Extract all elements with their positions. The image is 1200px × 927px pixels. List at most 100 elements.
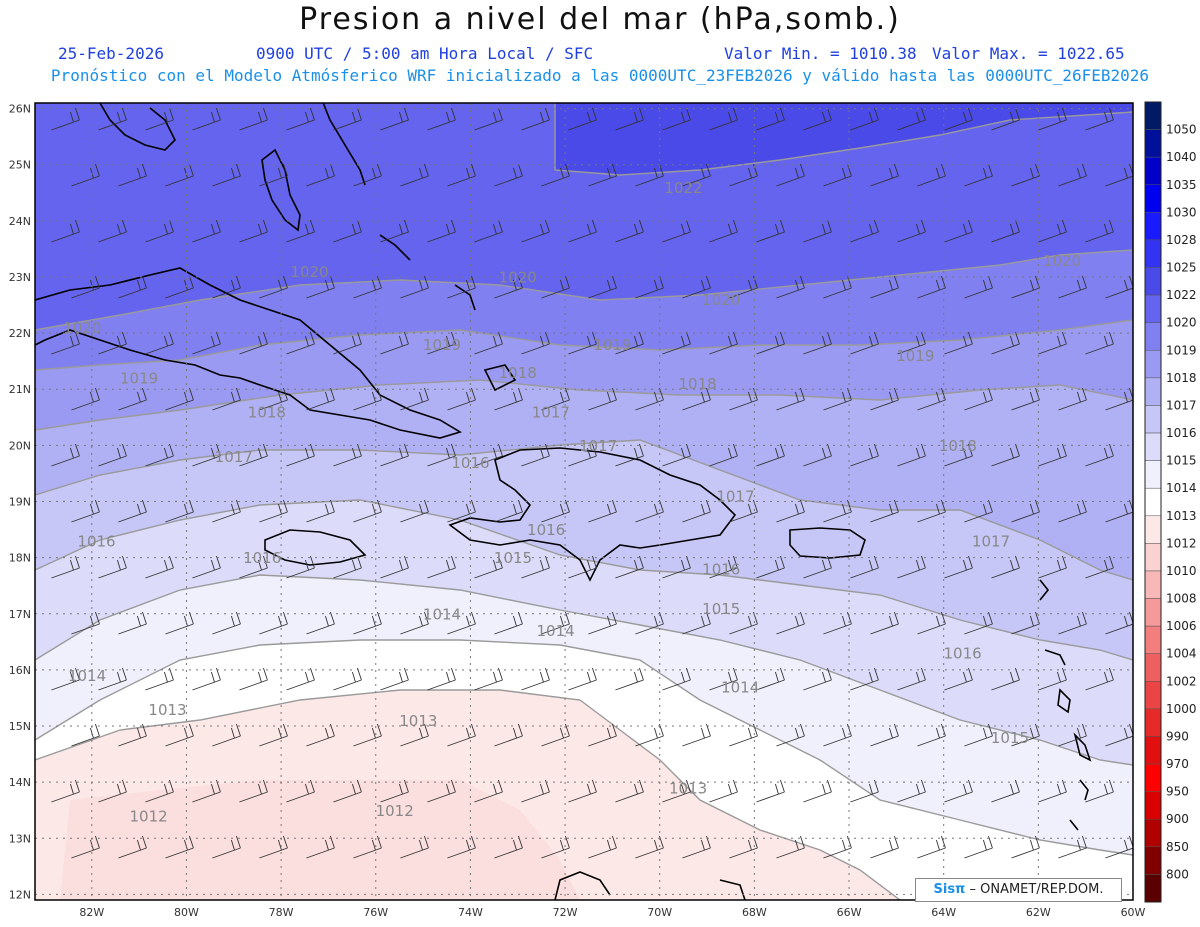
wind-barb — [776, 499, 805, 523]
wind-barb — [118, 275, 147, 299]
wind-barb — [568, 219, 597, 243]
wind-barb — [756, 667, 785, 691]
colorbar-label: 1025 — [1166, 261, 1197, 275]
isobar-label: 1018 — [939, 437, 977, 455]
wind-barb — [400, 163, 429, 187]
wind-barb — [400, 723, 429, 747]
isobar-label: 1022 — [664, 179, 702, 197]
lat-label: 26N — [9, 103, 31, 116]
wind-barb — [259, 835, 288, 859]
wind-barb — [964, 275, 993, 299]
wind-barb — [964, 611, 993, 635]
colorbar-swatch — [1144, 156, 1162, 186]
wind-barb — [541, 611, 570, 635]
wind-barb — [333, 443, 362, 467]
wind-barb — [212, 163, 241, 187]
wind-barb — [917, 499, 946, 523]
wind-barb — [776, 387, 805, 411]
wind-barb — [1038, 667, 1067, 691]
wind-barb — [145, 331, 174, 355]
isobar-label: 1013 — [399, 712, 437, 730]
wind-barb — [917, 163, 946, 187]
wind-barb — [239, 779, 268, 803]
wind-barb — [118, 163, 147, 187]
wind-barb — [259, 387, 288, 411]
wind-barb — [568, 107, 597, 131]
colorbar-swatch — [1144, 487, 1162, 517]
wind-barb — [870, 163, 899, 187]
wind-barb — [145, 107, 174, 131]
wind-barb — [870, 499, 899, 523]
wind-barb — [944, 219, 973, 243]
wind-barb — [944, 331, 973, 355]
colorbar-swatch — [1144, 515, 1162, 544]
isobar-label: 1017 — [215, 448, 253, 466]
wind-barb — [1085, 331, 1114, 355]
colorbar-label: 850 — [1166, 840, 1189, 854]
wind-barb — [51, 667, 80, 691]
wind-barb — [991, 107, 1020, 131]
wind-barb — [51, 107, 80, 131]
wind-barb — [682, 275, 711, 299]
wind-barb — [427, 779, 456, 803]
wind-barb — [51, 555, 80, 579]
cuba-coast — [35, 267, 462, 439]
colorbar-swatch — [1144, 129, 1162, 158]
wind-barb — [662, 107, 691, 131]
colorbar-swatch — [1144, 184, 1162, 213]
wind-barb — [118, 387, 147, 411]
wind-barb — [615, 219, 644, 243]
wind-barb — [306, 387, 335, 411]
wind-barb — [145, 555, 174, 579]
wind-barb — [917, 275, 946, 299]
wind-barb — [447, 275, 476, 299]
wind-barb — [306, 275, 335, 299]
wind-barb — [400, 835, 429, 859]
hispaniola-coast — [448, 447, 737, 582]
wind-barb — [588, 835, 617, 859]
wind-barb — [1038, 443, 1067, 467]
isobar-lines — [35, 103, 1133, 900]
wind-barb — [709, 219, 738, 243]
isobar-label: 1012 — [376, 802, 414, 820]
lat-label: 25N — [9, 159, 31, 172]
wind-barb — [897, 443, 926, 467]
wind-barb — [1085, 667, 1114, 691]
isobar-label: 1019 — [593, 336, 631, 354]
wind-barb — [588, 387, 617, 411]
colorbar-swatch — [1144, 212, 1162, 241]
isobar-label: 1020 — [499, 269, 537, 287]
wind-barb — [776, 611, 805, 635]
wind-barb — [615, 779, 644, 803]
isobar-labels: 1022 1020 1020 1020 1020 1020 1019 1019 1019 1019… — [63, 179, 1081, 826]
wind-barb — [756, 107, 785, 131]
colorbar-label: 1028 — [1166, 233, 1197, 247]
wind-barb — [850, 107, 879, 131]
south-america-coast — [554, 871, 746, 900]
wind-barb — [709, 555, 738, 579]
colorbar-swatch — [1144, 294, 1162, 323]
colorbar-label: 900 — [1166, 812, 1189, 826]
wind-barb — [380, 107, 409, 131]
isobar-label: 1016 — [944, 645, 982, 663]
wind-barb — [380, 219, 409, 243]
colorbar-frame — [1144, 101, 1162, 903]
wind-barb — [51, 443, 80, 467]
colorbar-label: 1040 — [1166, 150, 1197, 164]
wind-barb — [897, 779, 926, 803]
wind-barb — [212, 275, 241, 299]
wind-barb — [823, 275, 852, 299]
wind-barb — [1038, 107, 1067, 131]
isobar-label: 1015 — [702, 600, 740, 618]
wind-barb — [588, 163, 617, 187]
wind-barb — [380, 667, 409, 691]
wind-barb — [870, 275, 899, 299]
isobar-label: 1015 — [494, 549, 532, 567]
colorbar-label: 1008 — [1166, 592, 1197, 606]
wind-barb — [306, 611, 335, 635]
wind-barb — [823, 163, 852, 187]
isobar-label: 1014 — [68, 667, 106, 685]
lon-label: 76W — [363, 906, 388, 919]
wind-barb — [917, 723, 946, 747]
forecast-time: 0900 UTC / 5:00 am Hora Local / SFC — [256, 44, 594, 63]
